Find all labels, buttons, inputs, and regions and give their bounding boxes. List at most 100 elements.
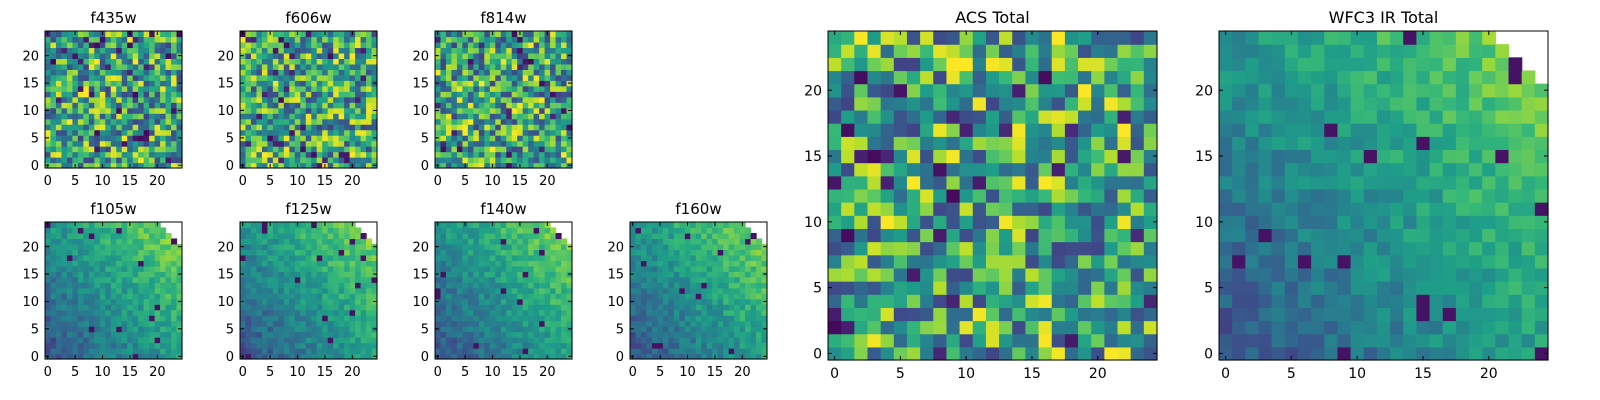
heatmap-cell — [116, 348, 123, 355]
heatmap-cell — [467, 118, 474, 125]
heatmap-cell — [154, 337, 161, 344]
heatmap-cell — [149, 320, 156, 327]
heatmap-cell — [489, 135, 496, 142]
y-tick-label: 0 — [31, 350, 39, 365]
heatmap-cell — [105, 140, 112, 147]
heatmap-cell — [240, 102, 247, 109]
heatmap-cell — [1078, 149, 1092, 164]
heatmap-cell — [289, 52, 296, 59]
heatmap-cell — [506, 298, 513, 305]
x-tick-label: 0 — [239, 174, 247, 189]
heatmap-cell — [116, 331, 123, 338]
heatmap-cell — [261, 74, 268, 81]
heatmap-cell — [72, 135, 79, 142]
heatmap-cell — [355, 287, 362, 294]
heatmap-cell — [739, 337, 746, 344]
heatmap-cell — [528, 342, 535, 349]
heatmap-cell — [171, 282, 178, 289]
heatmap-cell — [841, 136, 855, 151]
heatmap-cell — [349, 118, 356, 125]
heatmap-cell — [522, 69, 529, 76]
heatmap-cell — [72, 63, 79, 70]
heatmap-cell — [456, 58, 463, 65]
heatmap-cell — [484, 287, 491, 294]
heatmap-cell — [566, 315, 573, 322]
heatmap-cell — [171, 320, 178, 327]
heatmap-cell — [338, 331, 345, 338]
heatmap-cell — [105, 129, 112, 136]
heatmap-cell — [445, 58, 453, 65]
heatmap-cell — [316, 135, 323, 142]
heatmap-cell — [105, 36, 112, 43]
heatmap-cell — [528, 337, 535, 344]
heatmap-cell — [473, 146, 480, 153]
heatmap-cell — [756, 293, 763, 300]
heatmap-cell — [690, 337, 697, 344]
heatmap-cell — [165, 315, 172, 322]
panel-title: f140w — [480, 200, 526, 218]
heatmap-cell — [651, 320, 658, 327]
heatmap-cell — [528, 232, 535, 240]
heatmap-cell — [245, 151, 252, 158]
y-tick-label: 20 — [412, 49, 429, 64]
heatmap-cell — [250, 118, 258, 125]
heatmap-cell — [528, 293, 535, 300]
heatmap-cell — [349, 337, 356, 344]
heatmap-cell — [561, 157, 568, 164]
heatmap-cell — [489, 243, 496, 250]
heatmap-cell — [322, 326, 329, 333]
heatmap-cell — [734, 337, 741, 344]
heatmap-cell — [1143, 346, 1158, 361]
heatmap-cell — [528, 74, 535, 81]
heatmap-cell — [240, 320, 247, 327]
heatmap-cell — [360, 129, 367, 136]
heatmap-cell — [132, 293, 139, 300]
heatmap-cell — [160, 124, 167, 131]
heatmap-cell — [105, 146, 112, 153]
heatmap-cell — [1051, 215, 1066, 229]
heatmap-cell — [127, 320, 134, 327]
heatmap-cell — [55, 222, 63, 229]
heatmap-cell — [739, 287, 746, 294]
heatmap-cell — [451, 337, 458, 344]
heatmap-cell — [338, 222, 345, 229]
heatmap-cell — [322, 102, 329, 109]
heatmap-cell — [160, 47, 167, 54]
heatmap-cell — [99, 124, 106, 131]
heatmap-cell — [1051, 202, 1066, 216]
heatmap-cell — [500, 36, 507, 43]
heatmap-cell — [294, 304, 301, 311]
heatmap-cell — [88, 309, 95, 316]
heatmap-cell — [127, 276, 134, 283]
heatmap-cell — [467, 157, 474, 164]
heatmap-cell — [61, 276, 68, 283]
heatmap-cell — [116, 91, 123, 98]
heatmap-cell — [706, 222, 713, 229]
heatmap-cell — [635, 287, 642, 294]
heatmap-cell — [94, 293, 101, 300]
heatmap-cell — [467, 238, 474, 245]
heatmap-cell — [467, 151, 474, 158]
heatmap-cell — [110, 91, 117, 98]
heatmap-cell — [478, 146, 485, 153]
heatmap-cell — [495, 271, 502, 278]
heatmap-cell — [506, 232, 513, 240]
heatmap-cell — [550, 293, 557, 300]
heatmap-cell — [657, 331, 664, 338]
y-tick-label: 5 — [31, 323, 39, 338]
heatmap-cell — [99, 36, 106, 43]
heatmap-cell — [533, 282, 540, 289]
heatmap-cell — [1091, 320, 1105, 335]
heatmap-cell — [489, 74, 496, 81]
heatmap-cell — [478, 91, 485, 98]
heatmap-cell — [456, 243, 463, 250]
heatmap-cell — [533, 353, 540, 360]
heatmap-cell — [322, 129, 329, 136]
heatmap-cell — [245, 113, 252, 120]
heatmap-cell — [528, 58, 535, 65]
heatmap-cell — [739, 293, 746, 300]
heatmap-cell — [478, 331, 485, 338]
heatmap-cell — [739, 271, 746, 278]
heatmap-cell — [371, 146, 378, 153]
heatmap-cell — [88, 58, 95, 65]
